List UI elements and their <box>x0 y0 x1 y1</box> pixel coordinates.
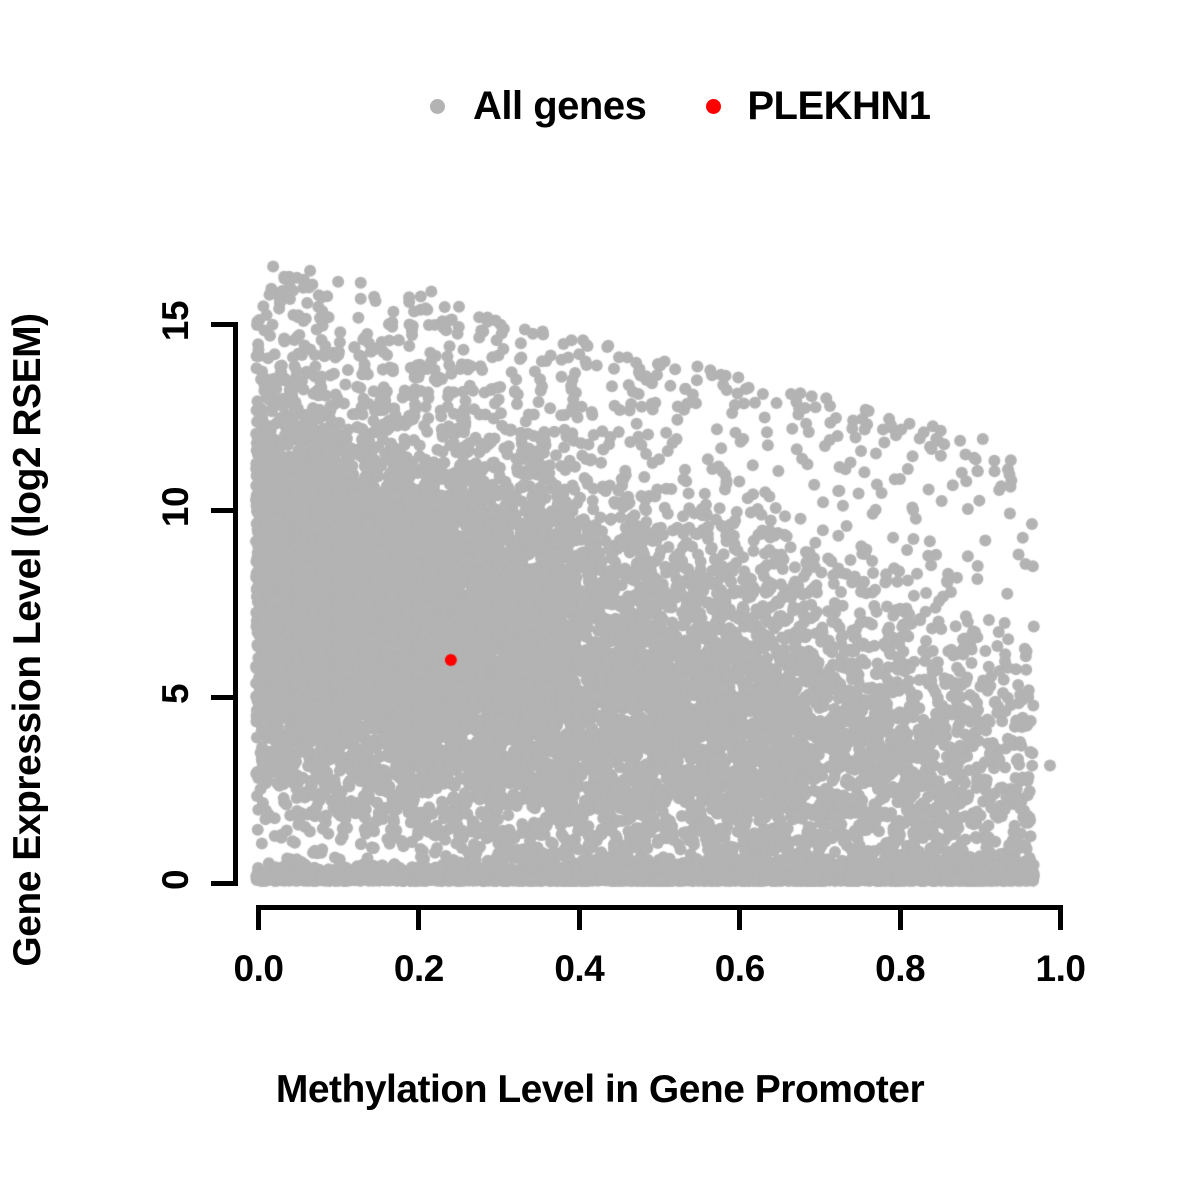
plot-area <box>233 230 1073 890</box>
y-axis-title: Gene Expression Level (log2 RSEM) <box>0 0 56 1200</box>
chart-legend: All genes PLEKHN1 <box>430 78 931 134</box>
y-axis-tick-label: 5 <box>155 683 196 704</box>
y-axis-tick-label: 0 <box>155 869 196 891</box>
legend-label-plekhn1: PLEKHN1 <box>747 83 931 128</box>
y-axis-tick-label: 10 <box>155 487 196 528</box>
x-axis-tick-label: 0.2 <box>393 948 444 989</box>
x-axis-tick-label: 0.4 <box>554 948 605 989</box>
x-axis-tick-label: 0.6 <box>714 948 765 989</box>
y-axis-tick <box>211 508 233 514</box>
x-axis-tick <box>897 905 903 930</box>
legend-item-all-genes: All genes <box>430 83 647 129</box>
y-axis-tick <box>211 881 233 886</box>
y-axis: 0 5 10 15 <box>155 300 260 905</box>
x-axis-tick <box>737 905 743 930</box>
x-axis-line <box>256 905 1063 910</box>
x-axis-tick <box>416 905 422 930</box>
circle-marker-grey-icon <box>430 98 445 114</box>
y-axis-tick <box>211 694 233 700</box>
x-axis-tick-label: 0.0 <box>233 948 284 989</box>
x-axis-tick <box>1058 905 1063 930</box>
y-axis-tick-label: 15 <box>155 300 196 342</box>
legend-label-all-genes: All genes <box>473 83 647 128</box>
x-axis-title: Methylation Level in Gene Promoter <box>275 1068 925 1111</box>
y-axis-line <box>233 322 238 886</box>
y-axis-title-text: Gene Expression Level (log2 RSEM) <box>6 313 49 967</box>
x-axis: 0.0 0.2 0.4 0.6 0.8 1.0 <box>230 890 1086 989</box>
x-axis-tick <box>576 905 582 930</box>
x-axis-tick <box>256 905 261 930</box>
scatter-points-layer <box>233 230 1073 890</box>
x-axis-tick-label: 1.0 <box>1035 948 1086 989</box>
x-axis-tick-label: 0.8 <box>875 948 926 989</box>
legend-item-plekhn1: PLEKHN1 <box>706 83 931 129</box>
y-axis-tick <box>211 322 233 327</box>
circle-marker-red-icon <box>706 98 722 114</box>
